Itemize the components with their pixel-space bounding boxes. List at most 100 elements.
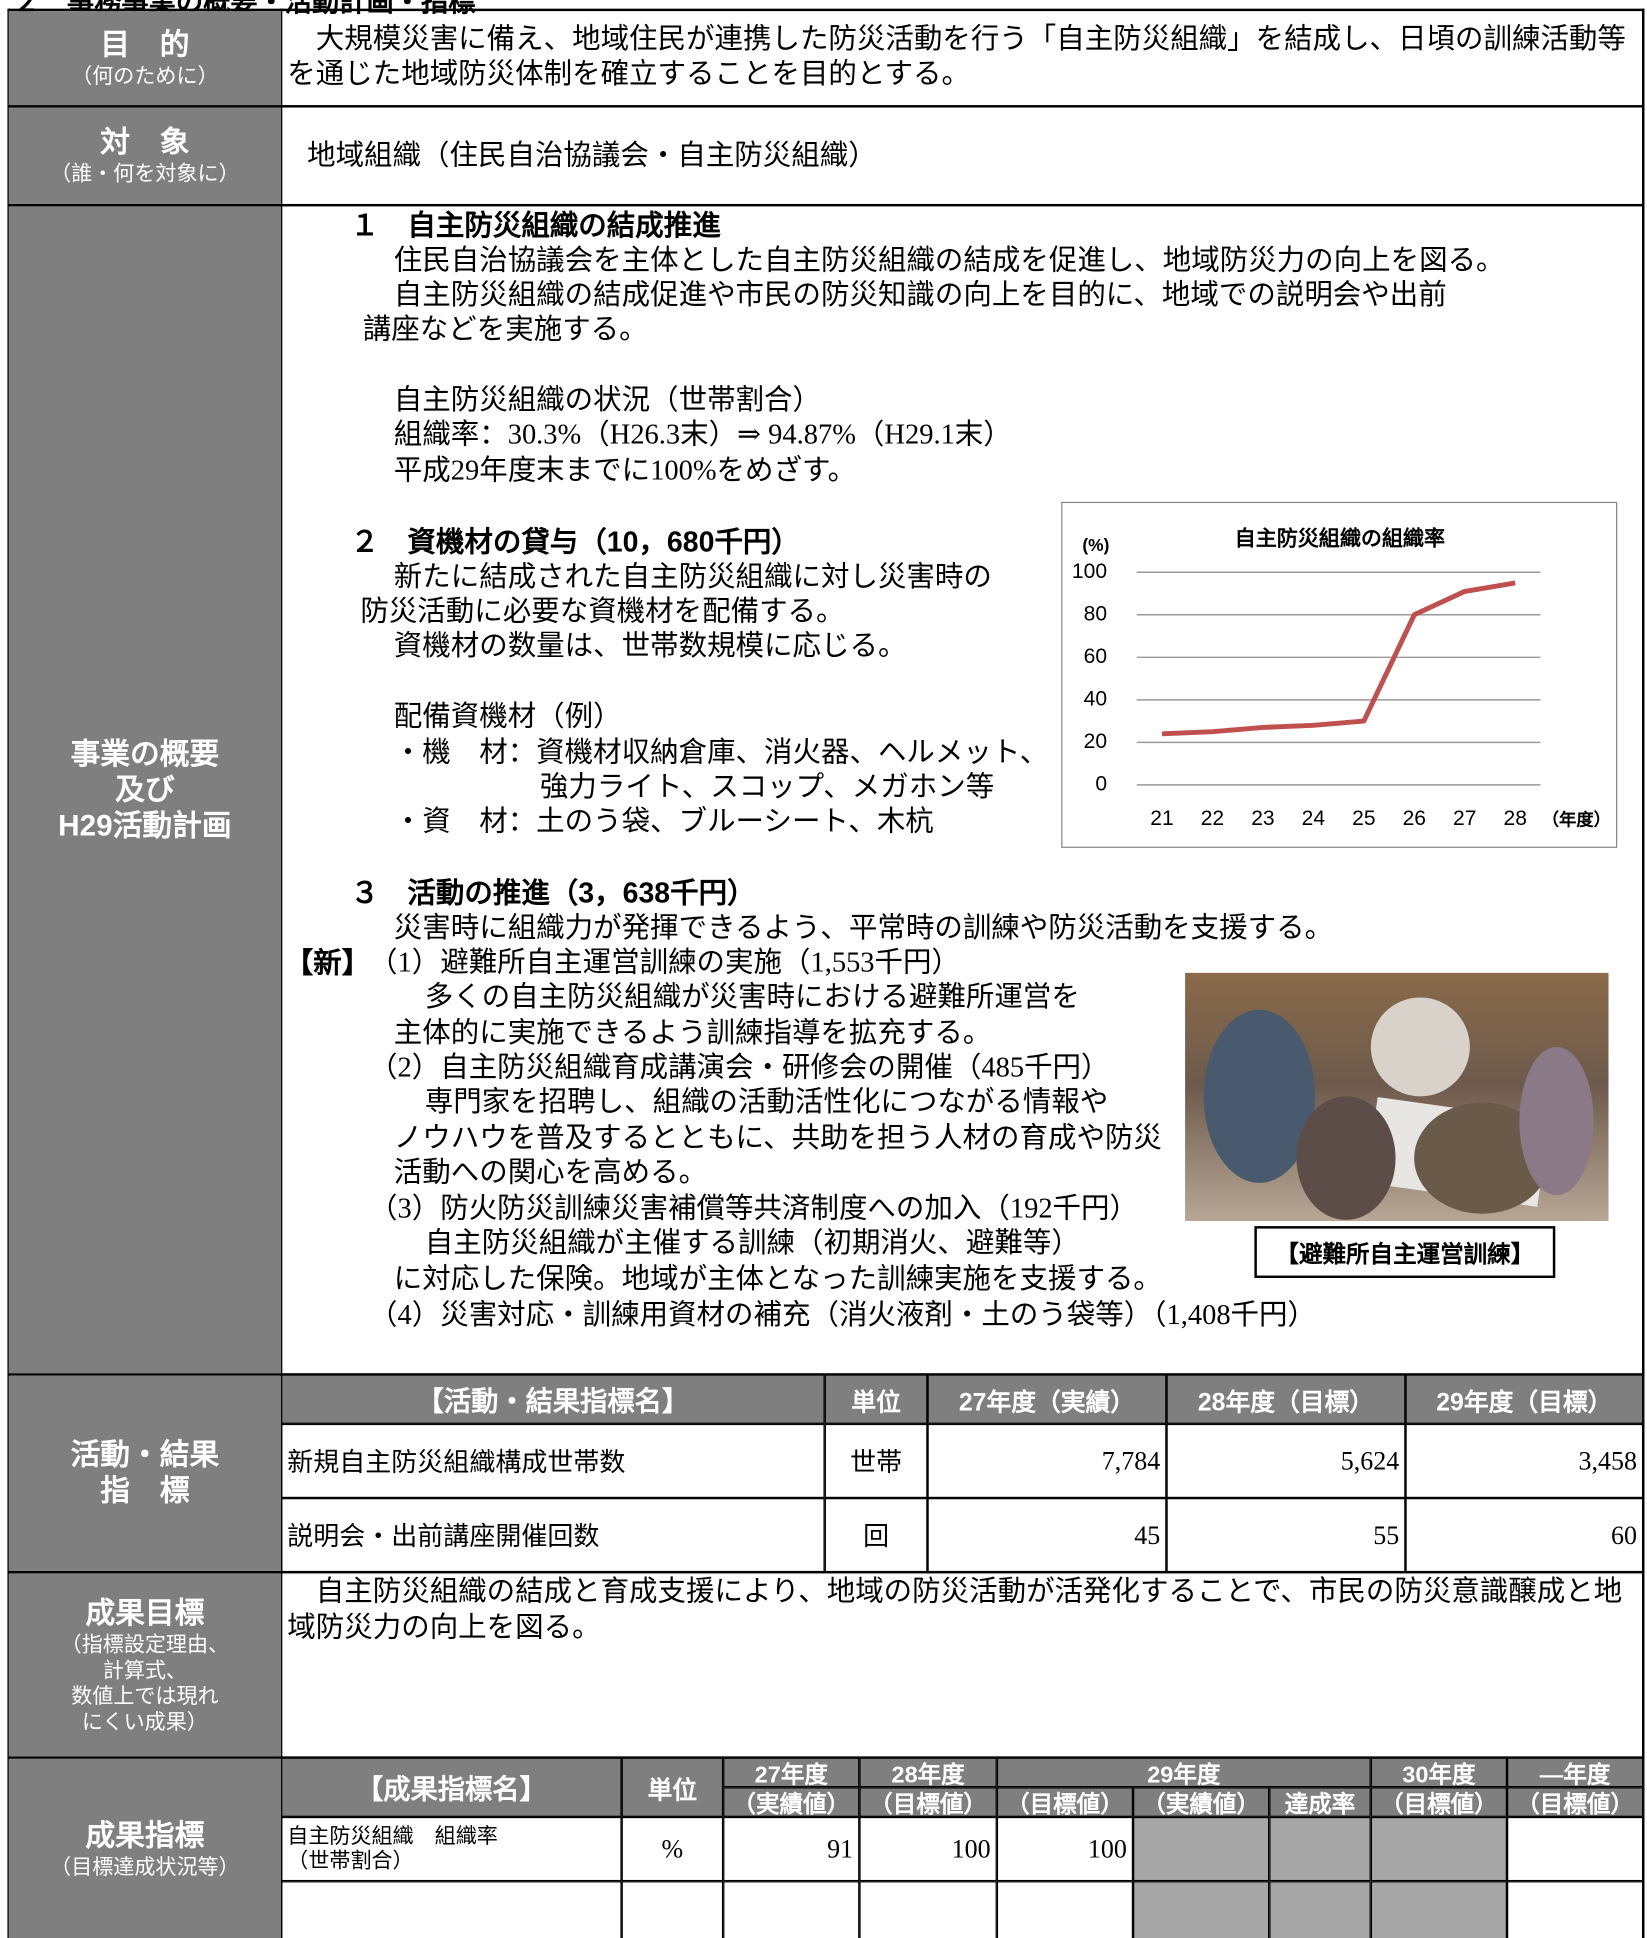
row-label: 対 象 （誰・何を対象に） xyxy=(9,108,281,204)
value-cell: 100 xyxy=(997,1817,1133,1881)
empty-cell xyxy=(859,1881,996,1938)
text-line: 災害時に組織力が発揮できるよう、平常時の訓練や防災活動を支援する。 xyxy=(394,911,1333,946)
text-line: （1）避難所自主運営訓練の実施（1,553千円） xyxy=(369,946,960,981)
text-line: （3）防火防災訓練災害補償等共済制度への加入（192千円） xyxy=(369,1192,1138,1227)
header-cell: 27年度（実績） xyxy=(927,1374,1166,1423)
empty-cell xyxy=(1269,1881,1371,1938)
goal-text: 自主防災組織の結成と育成支援により、地域の防災活動が活発化することで、市民の防災… xyxy=(287,1573,1637,1645)
purpose-text: 大規模災害に備え、地域住民が連携した防災活動を行う「自主防災組織」を結成し、日頃… xyxy=(287,22,1631,91)
line-series xyxy=(1162,583,1515,734)
empty-cell xyxy=(1507,1817,1643,1881)
text-line: （4）災害対応・訓練用資材の補充（消火液剤・土のう袋等）（1,408千円） xyxy=(369,1298,1316,1333)
text-line: 講座などを実施する。 xyxy=(363,313,648,348)
row-label: 成果目標 （指標設定理由、 計算式、 数値上では現れ にくい成果） xyxy=(9,1573,281,1756)
indicator-name: 自主防災組織 組織率 （世帯割合） xyxy=(281,1817,622,1881)
label: H29活動計画 xyxy=(58,808,231,844)
text-line: ・資 材：土のう袋、ブルーシート、木杭 xyxy=(394,805,934,840)
sublabel: （目標達成状況等） xyxy=(50,1853,239,1879)
sublabel: 数値上では現れ xyxy=(71,1683,218,1709)
text-line: 自主防災組織が主催する訓練（初期消火、避難等） xyxy=(425,1226,1080,1261)
text-line: 専門家を招聘し、組織の活動活性化につながる情報や xyxy=(425,1085,1109,1120)
unit-cell: 世帯 xyxy=(825,1424,928,1498)
sublabel: （誰・何を対象に） xyxy=(50,161,239,187)
header-cell: （目標値） xyxy=(997,1787,1133,1817)
heading: １ 自主防災組織の結成推進 xyxy=(350,208,720,243)
row-label: 目 的 （何のために） xyxy=(9,11,281,105)
text-line: （2）自主防災組織育成講演会・研修会の開催（485千円） xyxy=(369,1051,1110,1086)
sublabel: （指標設定理由、 xyxy=(61,1631,229,1657)
sublabel: （何のために） xyxy=(71,63,218,89)
header-cell: （目標値） xyxy=(859,1787,996,1817)
x-tick-label: 28 xyxy=(1504,807,1527,830)
x-tick-label: 25 xyxy=(1352,807,1375,830)
header-cell: 28年度（目標） xyxy=(1166,1374,1405,1423)
x-tick-label: 22 xyxy=(1201,807,1224,830)
value-cell: 45 xyxy=(927,1498,1166,1572)
header-cell: 30年度 xyxy=(1371,1758,1507,1788)
y-tick-label: 80 xyxy=(1084,602,1107,625)
value-cell: 60 xyxy=(1405,1498,1643,1572)
text-line: 新たに結成された自主防災組織に対し災害時の xyxy=(394,560,992,595)
label: 指 標 xyxy=(100,1473,189,1509)
empty-cell xyxy=(1371,1817,1507,1881)
text-line: 防災活動に必要な資機材を配備する。 xyxy=(360,595,844,630)
header-cell: 29年度（目標） xyxy=(1405,1374,1643,1423)
label: 対 象 xyxy=(100,125,189,161)
header-cell: （実績値） xyxy=(1133,1787,1269,1817)
value-cell: 5,624 xyxy=(1166,1424,1405,1498)
y-tick-label: 100 xyxy=(1072,560,1107,583)
unit-cell: % xyxy=(622,1817,724,1881)
header-cell: 【成果指標名】 xyxy=(281,1758,622,1817)
y-tick-label: 60 xyxy=(1084,645,1107,668)
y-tick-label: 20 xyxy=(1084,730,1107,753)
empty-cell xyxy=(1507,1881,1643,1938)
text-line: ・機 材：資機材収納倉庫、消火器、ヘルメット、 xyxy=(394,735,1048,770)
document: ２ 事務事業の概要・活動計画・指標 目 的 （何のために） 大規模災害に備え、地… xyxy=(0,0,1647,1938)
border xyxy=(1642,9,1644,1938)
empty-cell xyxy=(1133,1881,1269,1938)
value-cell: 100 xyxy=(859,1817,996,1881)
text-line: に対応した保険。地域が主体となった訓練実施を支援する。 xyxy=(394,1262,1162,1297)
header-cell: 達成率 xyxy=(1269,1787,1371,1817)
text-line: ノウハウを普及するとともに、共助を担う人材の育成や防災 xyxy=(394,1121,1162,1156)
heading: ３ 活動の推進（3，638千円） xyxy=(350,875,755,910)
label: 及び xyxy=(115,772,174,808)
page: ２ 事務事業の概要・活動計画・指標 目 的 （何のために） 大規模災害に備え、地… xyxy=(0,0,1647,1938)
label: 活動・結果 xyxy=(71,1437,220,1473)
value-cell: 3,458 xyxy=(1405,1424,1643,1498)
indicator-name: 新規自主防災組織構成世帯数 xyxy=(281,1424,825,1498)
photo-caption: 【避難所自主運営訓練】 xyxy=(1254,1226,1555,1278)
text-line: 多くの自主防災組織が災害時における避難所運営を xyxy=(425,980,1080,1015)
header-cell: （目標値） xyxy=(1371,1787,1507,1817)
y-tick-label: 0 xyxy=(1095,772,1107,795)
label: 目 的 xyxy=(100,27,189,63)
label: 事業の概要 xyxy=(71,736,220,772)
empty-cell xyxy=(1269,1817,1371,1881)
empty-cell xyxy=(1133,1817,1269,1881)
text-line: 活動への関心を高める。 xyxy=(394,1156,707,1191)
text-line: 強力ライト、スコップ、メガホン等 xyxy=(540,770,994,805)
label: 成果目標 xyxy=(85,1595,204,1631)
x-tick-label: 26 xyxy=(1403,807,1426,830)
header-cell: ―年度 xyxy=(1507,1758,1643,1788)
header-cell: 単位 xyxy=(622,1758,724,1817)
header-cell: （目標値） xyxy=(1507,1787,1643,1817)
x-axis-label: （年度） xyxy=(1542,809,1611,829)
header-cell: 28年度 xyxy=(859,1758,996,1788)
sublabel: にくい成果） xyxy=(82,1709,208,1735)
target-text: 地域組織（住民自治協議会・自主防災組織） xyxy=(307,138,877,173)
sublabel: 計算式、 xyxy=(103,1657,187,1683)
x-tick-label: 23 xyxy=(1251,807,1274,830)
chart-title: 自主防災組織の組織率 xyxy=(1235,527,1445,551)
empty-cell xyxy=(723,1881,859,1938)
text-line: 配備資機材（例） xyxy=(394,700,622,735)
text-line: 資機材の数量は、世帯数規模に応じる。 xyxy=(394,629,907,664)
text-line: 自主防災組織の状況（世帯割合） xyxy=(394,383,821,418)
header-cell: 単位 xyxy=(825,1374,928,1423)
header-cell: 27年度 xyxy=(723,1758,859,1788)
x-tick-label: 24 xyxy=(1302,807,1326,830)
text: （世帯割合） xyxy=(287,1849,413,1874)
text-line: 主体的に実施できるよう訓練指導を拡充する。 xyxy=(394,1016,992,1051)
empty-cell xyxy=(622,1881,724,1938)
